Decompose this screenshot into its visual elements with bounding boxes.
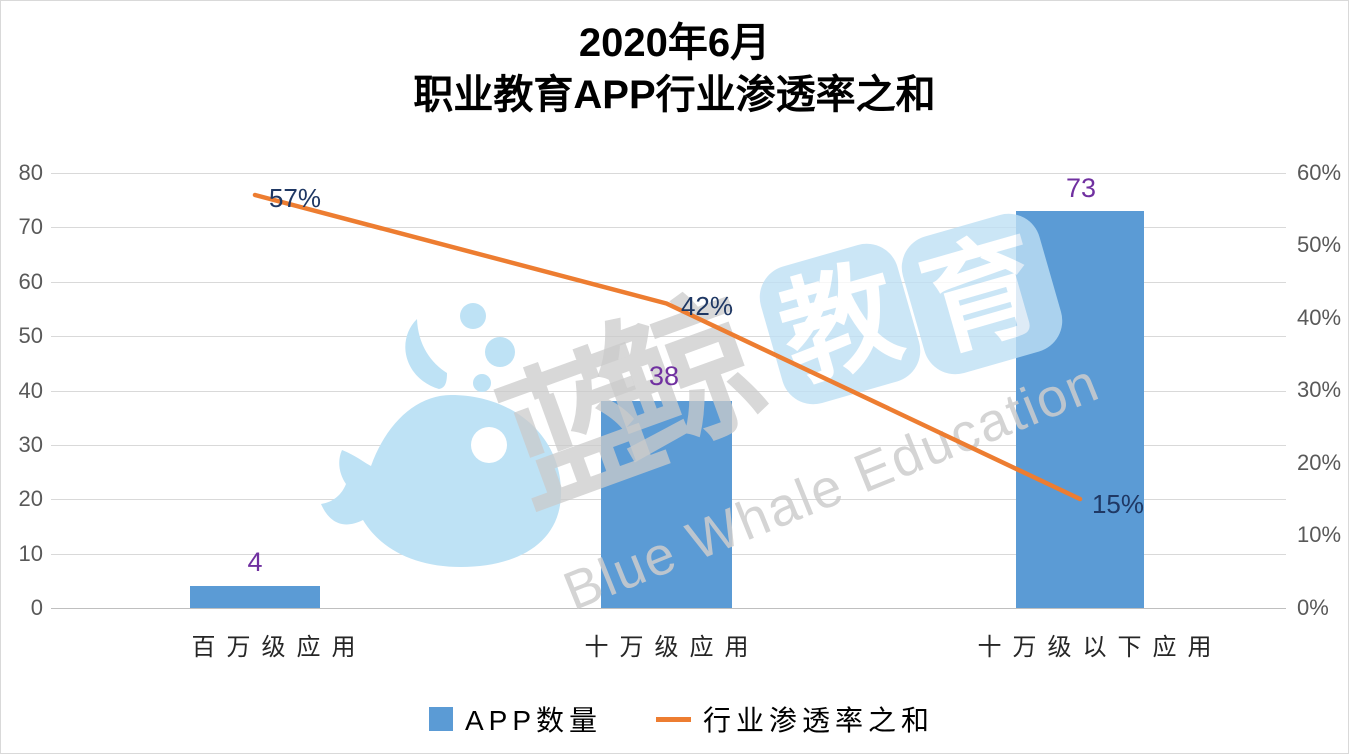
left-axis-tick: 50 [18,323,43,348]
chart-title-line1: 2020年6月 [578,21,771,65]
chart-title-line2: 职业教育APP行业渗透率之和 [413,73,936,117]
bar-app-count-1 [190,586,320,608]
bar-value-label-1: 4 [247,547,263,577]
right-axis-tick: 0% [1297,595,1329,620]
left-axis-tick: 40 [18,378,43,403]
category-label-1: 百万级应用 [191,634,367,661]
line-value-label-3: 15% [1091,489,1145,519]
bar-value-label-3: 73 [1065,173,1097,203]
legend-label-app-count: APP数量 [465,705,603,736]
legend-item-penetration: 行业渗透率之和 [656,699,934,739]
x-axis-line [51,608,1286,609]
category-label-3: 十万级以下应用 [977,634,1223,661]
legend-line-dash-icon [656,716,692,722]
left-axis-tick: 0 [30,595,43,620]
right-axis-tick: 30% [1297,377,1342,402]
right-axis-tick: 10% [1297,522,1342,547]
right-axis-tick: 20% [1297,450,1342,475]
bar-value-label-2: 38 [648,361,680,391]
left-axis-tick: 20 [18,486,43,511]
left-axis-tick: 10 [18,541,43,566]
left-axis-tick: 70 [18,214,43,239]
left-axis-tick: 80 [18,160,43,185]
left-axis-tick: 30 [18,432,43,457]
category-label-2: 十万级应用 [584,634,760,661]
left-axis-tick: 60 [18,269,43,294]
line-value-label-1: 57% [268,183,322,213]
right-axis-tick: 60% [1297,160,1342,185]
right-axis-tick: 50% [1297,232,1342,257]
legend-item-app-count: APP数量 [429,699,602,739]
right-axis-tick: 40% [1297,305,1342,330]
line-value-label-2: 42% [680,291,734,321]
legend: APP数量 行业渗透率之和 [429,699,934,739]
legend-bar-swatch-icon [429,707,453,731]
gridline-80 [51,173,1286,174]
chart-title: 2020年6月 职业教育APP行业渗透率之和 [1,17,1348,121]
legend-label-penetration: 行业渗透率之和 [703,705,935,736]
